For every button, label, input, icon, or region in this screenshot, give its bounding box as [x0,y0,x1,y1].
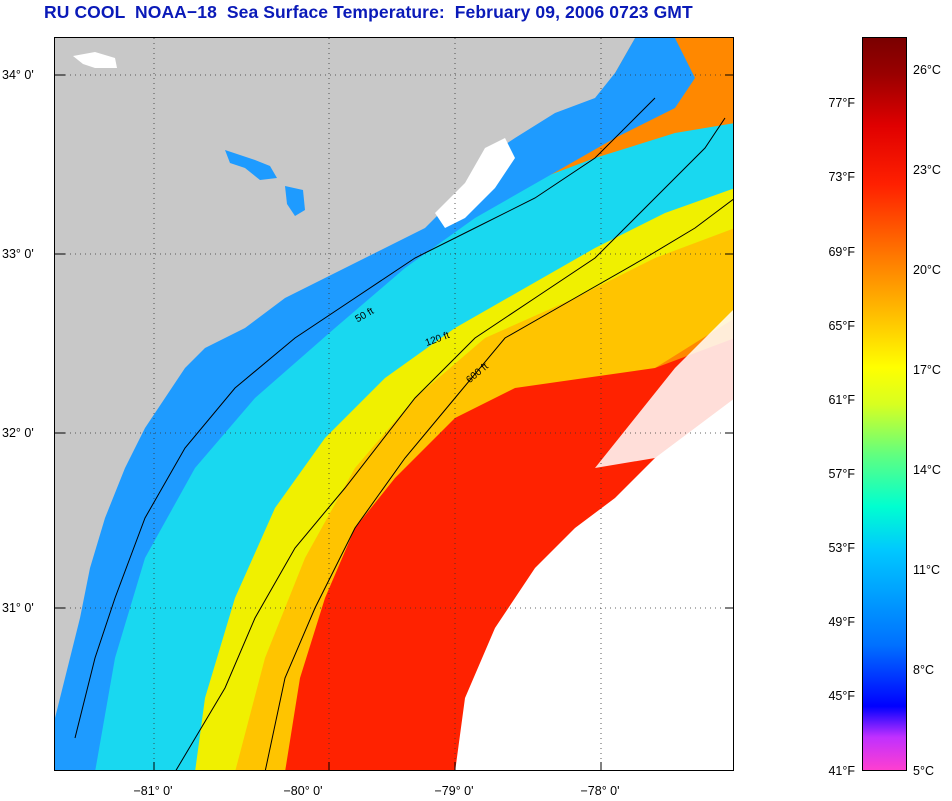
cool-water-band [55,123,733,770]
colorbar-f-label-61: 61°F [828,393,855,407]
contour-50ft [74,97,656,739]
colorbar-f-label-53: 53°F [828,541,855,555]
cloud-edge-region [595,310,733,468]
lake-icon [285,186,305,216]
temperature-colorbar [862,37,907,771]
longitude-label-79: −79° 0' [434,784,474,798]
colorbar-c-label-11: 11°C [913,563,941,577]
contour-600ft [264,198,733,770]
latitude-label-33: 33° 0' [2,247,34,261]
colorbar-f-label-45: 45°F [828,689,855,703]
colorbar-f-label-77: 77°F [828,96,855,110]
latitude-label-31: 31° 0' [2,601,34,615]
colorbar-c-label-5: 5°C [913,764,934,778]
colorbar-c-label-14: 14°C [913,463,941,477]
contour-120ft [175,117,726,770]
land-region [55,38,635,718]
colorbar-c-label-8: 8°C [913,663,934,677]
colorbar-f-label-65: 65°F [828,319,855,333]
colorbar-c-label-23: 23°C [913,163,941,177]
map-title: RU COOL NOAA−18 Sea Surface Temperature:… [44,2,693,22]
cold-water-band [55,38,695,770]
lake-icon [225,150,277,180]
longitude-label-78: −78° 0' [580,784,620,798]
longitude-label-81: −81° 0' [133,784,173,798]
axis-ticks [55,74,733,770]
depth-contours [74,97,733,770]
colorbar-c-label-17: 17°C [913,363,941,377]
colorbar-f-label-49: 49°F [828,615,855,629]
colorbar-c-label-20: 20°C [913,263,941,277]
colorbar-f-label-57: 57°F [828,467,855,481]
latitude-label-32: 32° 0' [2,426,34,440]
colorbar-f-label-73: 73°F [828,170,855,184]
colorbar-f-label-69: 69°F [828,245,855,259]
lake-icon [73,52,117,68]
coastal-cloud-patch [435,138,515,228]
cloud-cover-region [455,399,733,770]
sst-map[interactable]: 50 ft 120 ft 600 ft [54,37,734,771]
colorbar-f-label-41: 41°F [828,764,855,778]
colorbar-c-label-26: 26°C [913,63,941,77]
latitude-label-34: 34° 0' [2,68,34,82]
longitude-label-80: −80° 0' [283,784,323,798]
sst-map-canvas [55,38,733,770]
graticule [55,38,733,770]
